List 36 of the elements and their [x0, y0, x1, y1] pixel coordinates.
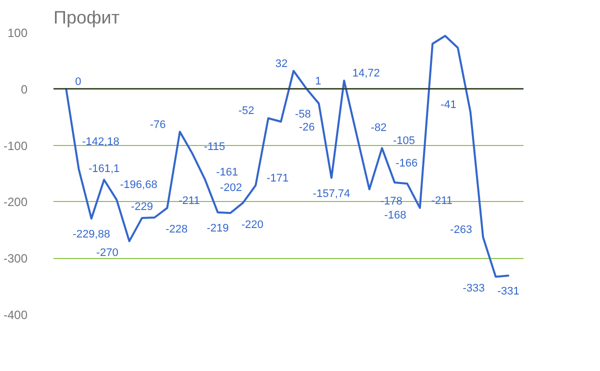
- chart-title: Профит: [54, 8, 120, 28]
- data-label: -229,88: [72, 228, 110, 241]
- y-tick-label: -300: [3, 252, 28, 266]
- data-label: -263: [450, 224, 472, 236]
- data-label: -333: [462, 282, 485, 295]
- data-label: -228: [166, 223, 188, 236]
- data-label: -26: [298, 122, 315, 134]
- data-label: 14,72: [352, 68, 380, 80]
- data-label: 1: [315, 75, 322, 88]
- data-label: -220: [241, 218, 264, 231]
- line-series: [65, 34, 510, 278]
- data-label: -168: [384, 210, 406, 222]
- y-tick-label: 100: [7, 26, 28, 40]
- data-label: 32: [275, 58, 288, 70]
- data-label: -82: [370, 122, 387, 134]
- data-label: -166: [396, 158, 418, 170]
- data-label: -171: [266, 172, 289, 184]
- data-label: -331: [497, 286, 520, 298]
- data-label: 0: [75, 76, 82, 88]
- y-tick-label: -400: [3, 308, 28, 322]
- data-label: -52: [238, 105, 254, 118]
- data-label: -161: [216, 166, 238, 179]
- data-label: -219: [206, 222, 229, 234]
- data-label: -58: [294, 108, 311, 121]
- data-label: -41: [440, 99, 456, 112]
- y-tick-label: -200: [3, 195, 28, 210]
- y-tick-label: 0: [20, 82, 28, 96]
- y-tick-label: -100: [3, 138, 28, 153]
- data-label: -161,1: [88, 162, 120, 175]
- data-label: -196,68: [120, 178, 158, 191]
- data-label: -105: [392, 135, 416, 148]
- data-label: -157,74: [312, 188, 350, 200]
- data-label: -202: [220, 182, 242, 194]
- data-label: -270: [96, 247, 118, 260]
- data-label: -76: [150, 118, 166, 131]
- data-label: -229: [130, 201, 153, 214]
